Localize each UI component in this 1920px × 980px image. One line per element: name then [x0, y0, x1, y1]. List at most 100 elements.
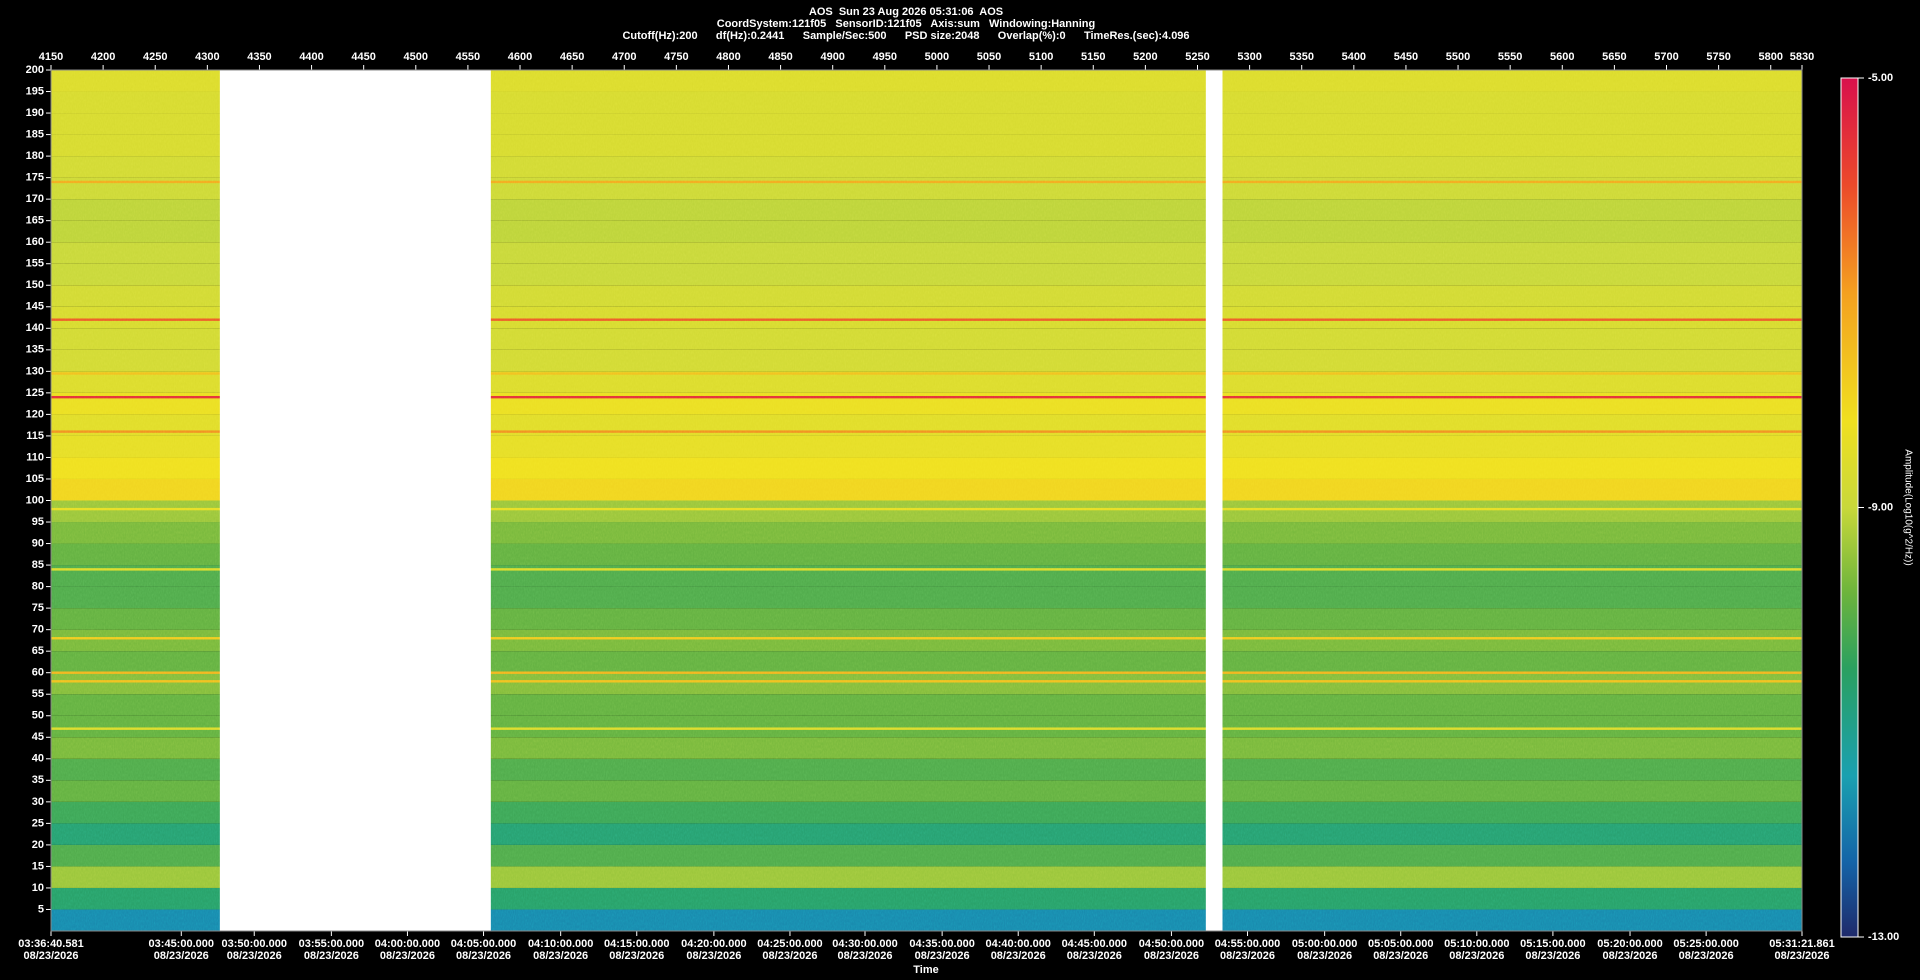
x-tick-label: 5150 [1081, 51, 1105, 63]
y-tick-label: 200 [26, 64, 44, 76]
y-tick-label: 135 [26, 344, 44, 356]
y-tick-label: 75 [32, 602, 44, 614]
time-tick-label: 05:31:21.861 [1769, 938, 1834, 950]
data-gap [1205, 70, 1223, 931]
y-tick-label: 10 [32, 882, 44, 894]
y-tick-label: 185 [26, 128, 44, 140]
time-tick-label: 04:55:00.000 [1215, 938, 1280, 950]
y-tick-label: 155 [26, 258, 44, 270]
x-tick-label: 4700 [612, 51, 636, 63]
y-tick-label: 40 [32, 753, 44, 765]
y-tick-label: 165 [26, 215, 44, 227]
y-tick-label: 125 [26, 387, 44, 399]
y-tick-label: 45 [32, 731, 44, 743]
time-tick-date: 08/23/2026 [227, 950, 282, 962]
time-tick-label: 04:35:00.000 [909, 938, 974, 950]
y-tick-label: 90 [32, 537, 44, 549]
y-tick-label: 145 [26, 301, 44, 313]
time-tick-date: 08/23/2026 [991, 950, 1046, 962]
time-tick-label: 04:25:00.000 [757, 938, 822, 950]
time-tick-label: 03:55:00.000 [299, 938, 364, 950]
colorbar-tick-label: -13.00 [1868, 931, 1899, 943]
time-tick-label: 05:05:00.000 [1368, 938, 1433, 950]
x-tick-label: 5450 [1394, 51, 1418, 63]
x-tick-label: 5500 [1446, 51, 1470, 63]
time-tick-label: 03:36:40.581 [18, 938, 83, 950]
time-tick-date: 08/23/2026 [762, 950, 817, 962]
y-tick-label: 20 [32, 839, 44, 851]
time-tick-date: 08/23/2026 [915, 950, 970, 962]
x-tick-label: 4650 [560, 51, 584, 63]
time-tick-label: 04:45:00.000 [1062, 938, 1127, 950]
y-tick-label: 100 [26, 494, 44, 506]
y-tick-label: 60 [32, 667, 44, 679]
x-tick-label: 5250 [1185, 51, 1209, 63]
time-tick-date: 08/23/2026 [1602, 950, 1657, 962]
time-tick-date: 08/23/2026 [23, 950, 78, 962]
time-tick-label: 03:45:00.000 [149, 938, 214, 950]
time-tick-date: 08/23/2026 [1297, 950, 1352, 962]
y-tick-label: 175 [26, 172, 44, 184]
y-tick-label: 80 [32, 581, 44, 593]
time-tick-date: 08/23/2026 [1449, 950, 1504, 962]
x-tick-label: 4800 [716, 51, 740, 63]
y-tick-label: 15 [32, 860, 44, 872]
x-tick-label: 5050 [977, 51, 1001, 63]
x-tick-label: 5600 [1550, 51, 1574, 63]
x-tick-label: 4250 [143, 51, 167, 63]
time-tick-date: 08/23/2026 [1373, 950, 1428, 962]
time-tick-date: 08/23/2026 [1679, 950, 1734, 962]
x-tick-label: 5350 [1289, 51, 1313, 63]
time-tick-date: 08/23/2026 [1525, 950, 1580, 962]
x-tick-label: 4750 [664, 51, 688, 63]
x-tick-label: 4450 [351, 51, 375, 63]
time-tick-label: 04:40:00.000 [985, 938, 1050, 950]
x-tick-label: 4300 [195, 51, 219, 63]
chart-title: AOS Sun 23 Aug 2026 05:31:06 AOS [809, 6, 1003, 18]
y-tick-label: 150 [26, 279, 44, 291]
y-tick-label: 160 [26, 236, 44, 248]
time-tick-label: 05:25:00.000 [1673, 938, 1738, 950]
time-tick-label: 04:05:00.000 [451, 938, 516, 950]
x-tick-label: 5700 [1654, 51, 1678, 63]
time-tick-date: 08/23/2026 [1144, 950, 1199, 962]
time-tick-label: 04:30:00.000 [832, 938, 897, 950]
x-tick-label: 4550 [456, 51, 480, 63]
y-tick-label: 70 [32, 624, 44, 636]
data-gap [219, 70, 491, 931]
x-tick-label: 5750 [1706, 51, 1730, 63]
x-tick-label: 5000 [925, 51, 949, 63]
time-tick-label: 05:10:00.000 [1444, 938, 1509, 950]
y-tick-label: 180 [26, 150, 44, 162]
colorbar-tick-label: -5.00 [1868, 72, 1893, 84]
x-tick-label: 5200 [1133, 51, 1157, 63]
time-tick-date: 08/23/2026 [686, 950, 741, 962]
time-tick-label: 04:10:00.000 [528, 938, 593, 950]
x-tick-label: 5550 [1498, 51, 1522, 63]
time-tick-date: 08/23/2026 [1220, 950, 1275, 962]
y-tick-label: 55 [32, 688, 44, 700]
y-tick-label: 95 [32, 516, 44, 528]
x-tick-label: 4350 [247, 51, 271, 63]
time-tick-label: 03:50:00.000 [222, 938, 287, 950]
y-tick-label: 120 [26, 408, 44, 420]
time-tick-date: 08/23/2026 [154, 950, 209, 962]
x-tick-label: 5300 [1237, 51, 1261, 63]
time-tick-date: 08/23/2026 [1067, 950, 1122, 962]
y-tick-label: 130 [26, 365, 44, 377]
y-tick-label: 25 [32, 817, 44, 829]
y-tick-label: 140 [26, 322, 44, 334]
y-tick-label: 50 [32, 710, 44, 722]
chart-subtitle: CoordSystem:121f05 SensorID:121f05 Axis:… [717, 18, 1095, 30]
y-tick-label: 110 [26, 451, 44, 463]
colorbar-label: Amplitude(Log10(g^2/Hz)) [1902, 449, 1913, 565]
x-tick-label: 5830 [1790, 51, 1814, 63]
y-tick-label: 30 [32, 796, 44, 808]
colorbar [1840, 77, 1859, 938]
x-tick-label: 5650 [1602, 51, 1626, 63]
colorbar-tick-label: -9.00 [1868, 501, 1893, 513]
x-tick-label: 4900 [820, 51, 844, 63]
chart-subtitle: Cutoff(Hz):200 df(Hz):0.2441 Sample/Sec:… [622, 30, 1189, 42]
time-tick-date: 08/23/2026 [456, 950, 511, 962]
